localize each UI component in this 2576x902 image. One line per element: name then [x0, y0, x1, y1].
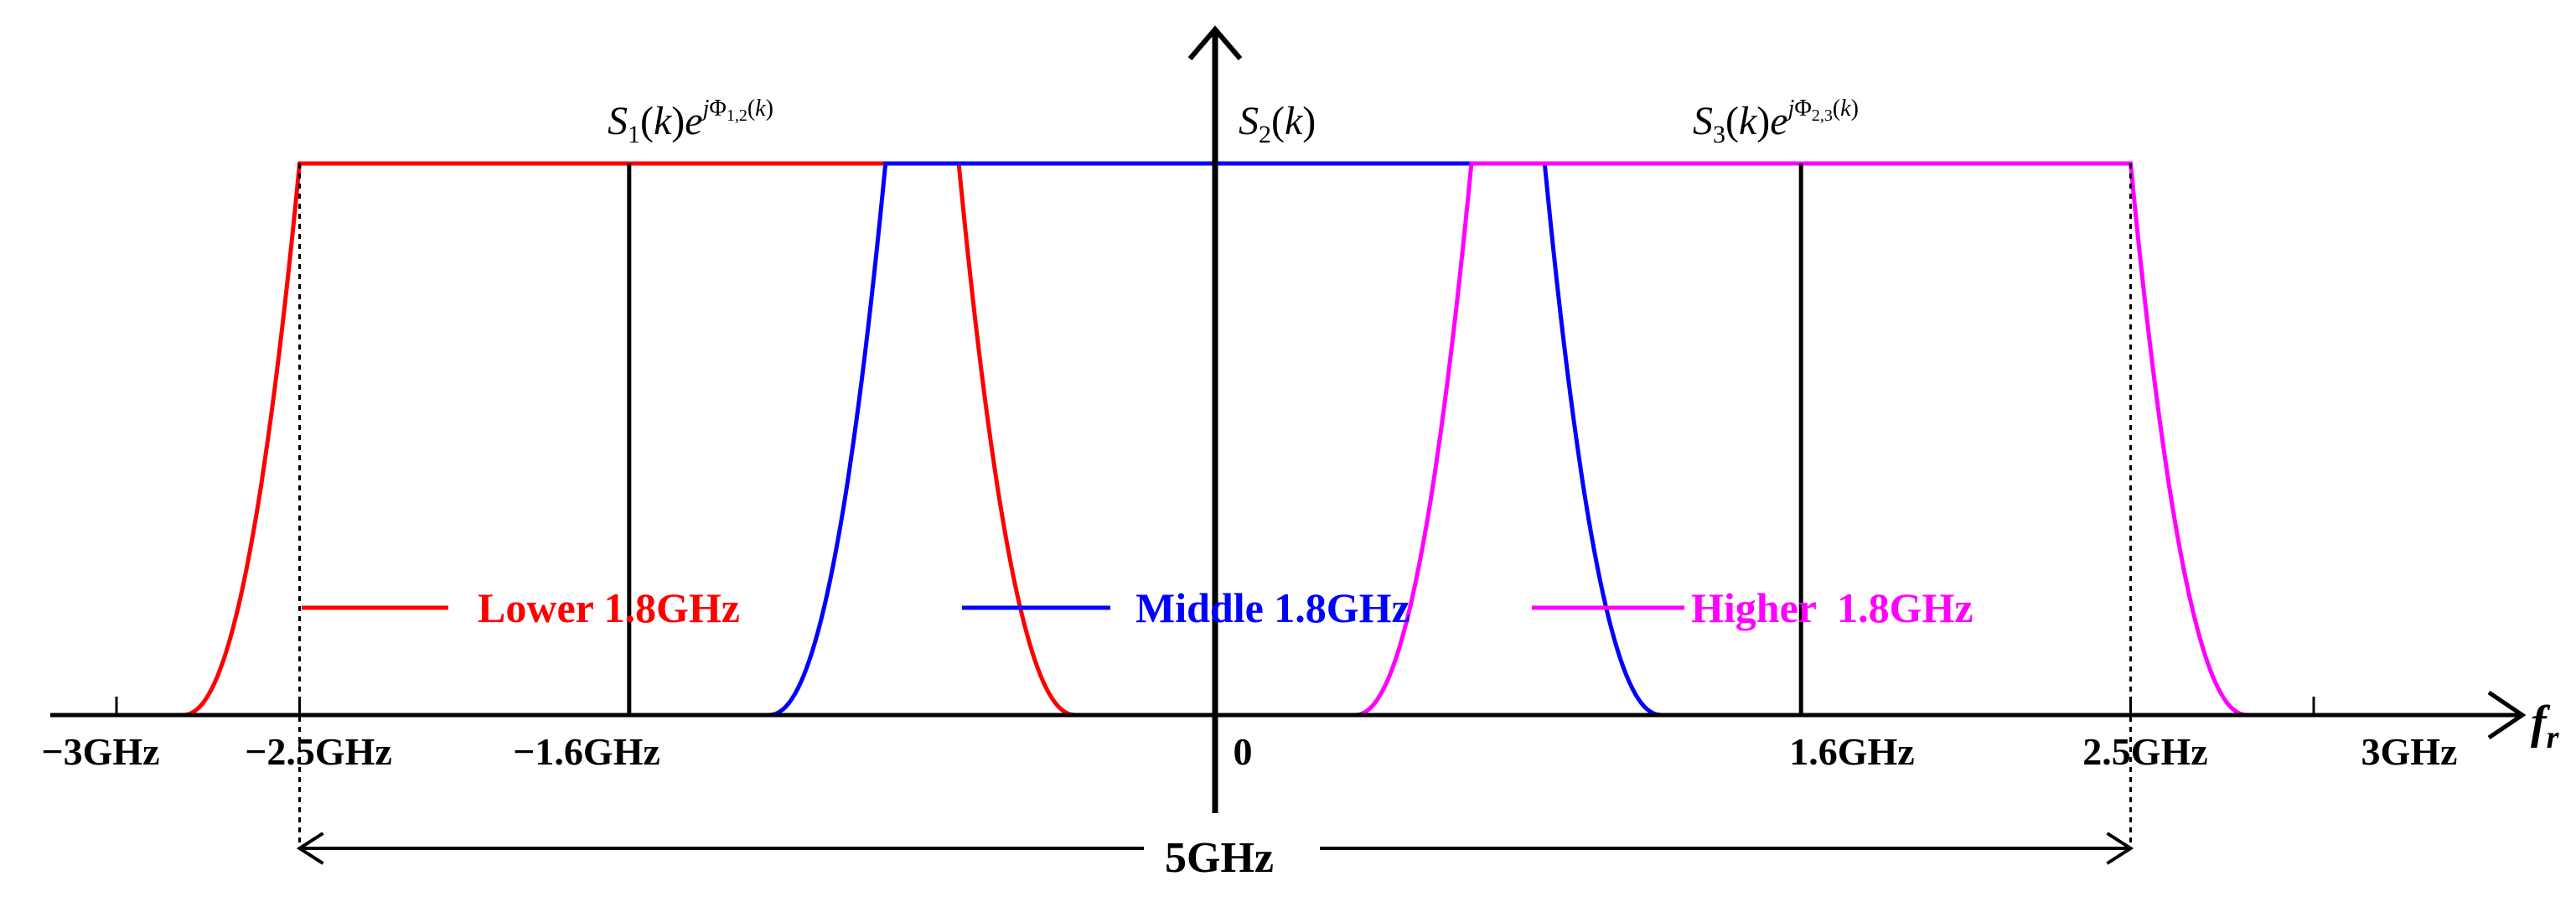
span-arrow: 5GHz	[296, 832, 2134, 882]
spectrum-label-lower: S1(k)ejΦ1,2(k)	[608, 96, 773, 148]
x-tick-label: 0	[1234, 730, 1253, 773]
span-arrowhead-right	[2106, 832, 2134, 865]
y-axis-arrowhead	[1187, 25, 1243, 60]
spectrum-label-middle: S2(k)	[1239, 99, 1316, 148]
x-tick-label: 1.6GHz	[1789, 730, 1914, 773]
x-axis-arrowhead	[2487, 690, 2527, 740]
x-tick-labels: −3GHz −2.5GHz −1.6GHz 0 1.6GHz 2.5GHz 3G…	[41, 730, 2457, 773]
x-tick-label: −3GHz	[41, 730, 159, 773]
x-tick-label: −1.6GHz	[513, 730, 660, 773]
spectrum-label-higher: S3(k)ejΦ2,3(k)	[1693, 96, 1859, 148]
center-markers	[627, 163, 1803, 715]
x-axis-ticks	[115, 697, 2315, 715]
legend: Lower 1.8GHz Middle 1.8GHz Higher 1.8GHz	[302, 584, 1973, 631]
span-label: 5GHz	[1165, 834, 1274, 882]
span-arrowhead-left	[296, 832, 324, 865]
legend-label-higher: Higher 1.8GHz	[1691, 584, 1973, 631]
legend-label-middle: Middle 1.8GHz	[1135, 584, 1410, 631]
legend-label-lower: Lower 1.8GHz	[478, 584, 740, 631]
x-tick-label: −2.5GHz	[245, 730, 392, 773]
x-tick-label: 3GHz	[2361, 730, 2458, 773]
x-tick-label: 2.5GHz	[2082, 730, 2207, 773]
x-axis-label: fr	[2531, 697, 2560, 755]
